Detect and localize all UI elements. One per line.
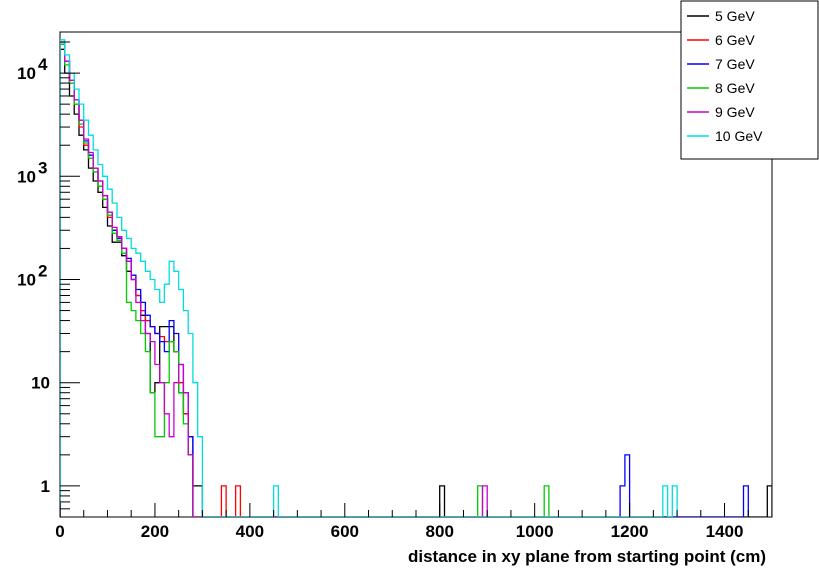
legend-entries: 5 GeV 6 GeV 7 GeV 8 GeV 9 GeV 10 GeV [687, 8, 763, 144]
x-tick-label: 1400 [706, 522, 744, 541]
y-tick-label: 1 [41, 477, 50, 496]
x-axis-title: distance in xy plane from starting point… [408, 547, 766, 566]
series-line-4 [60, 43, 550, 517]
x-tick-label: 1200 [611, 522, 649, 541]
x-tick-label: 800 [426, 522, 454, 541]
legend-label: 5 GeV [715, 8, 755, 24]
x-tick-label: 400 [236, 522, 264, 541]
series-line-1 [60, 48, 772, 517]
y-tick-exponent: 2 [38, 262, 47, 281]
y-tick-label: 10 [17, 64, 36, 83]
x-tick-label: 1000 [516, 522, 554, 541]
y-tick-exponent: 3 [38, 158, 47, 177]
legend-label: 6 GeV [715, 32, 755, 48]
y-tick-label: 10 [17, 167, 36, 186]
plot-frame [59, 31, 773, 518]
y-tick-label: 10 [31, 374, 50, 393]
x-tick-label: 0 [55, 522, 64, 541]
series-line-3 [60, 43, 749, 517]
legend-label: 7 GeV [715, 56, 755, 72]
legend-label: 8 GeV [715, 80, 755, 96]
series-line-5 [60, 41, 488, 517]
legend-label: 9 GeV [715, 104, 755, 120]
y-tick-label: 10 [17, 271, 36, 290]
series-line-6 [60, 39, 678, 517]
x-tick-label: 200 [141, 522, 169, 541]
legend-box [680, 0, 819, 160]
legend: 5 GeV 6 GeV 7 GeV 8 GeV 9 GeV 10 GeV [680, 0, 819, 160]
y-tick-exponent: 4 [38, 55, 48, 74]
x-tick-label: 600 [331, 522, 359, 541]
legend-label: 10 GeV [715, 128, 763, 144]
series-group [60, 39, 772, 517]
